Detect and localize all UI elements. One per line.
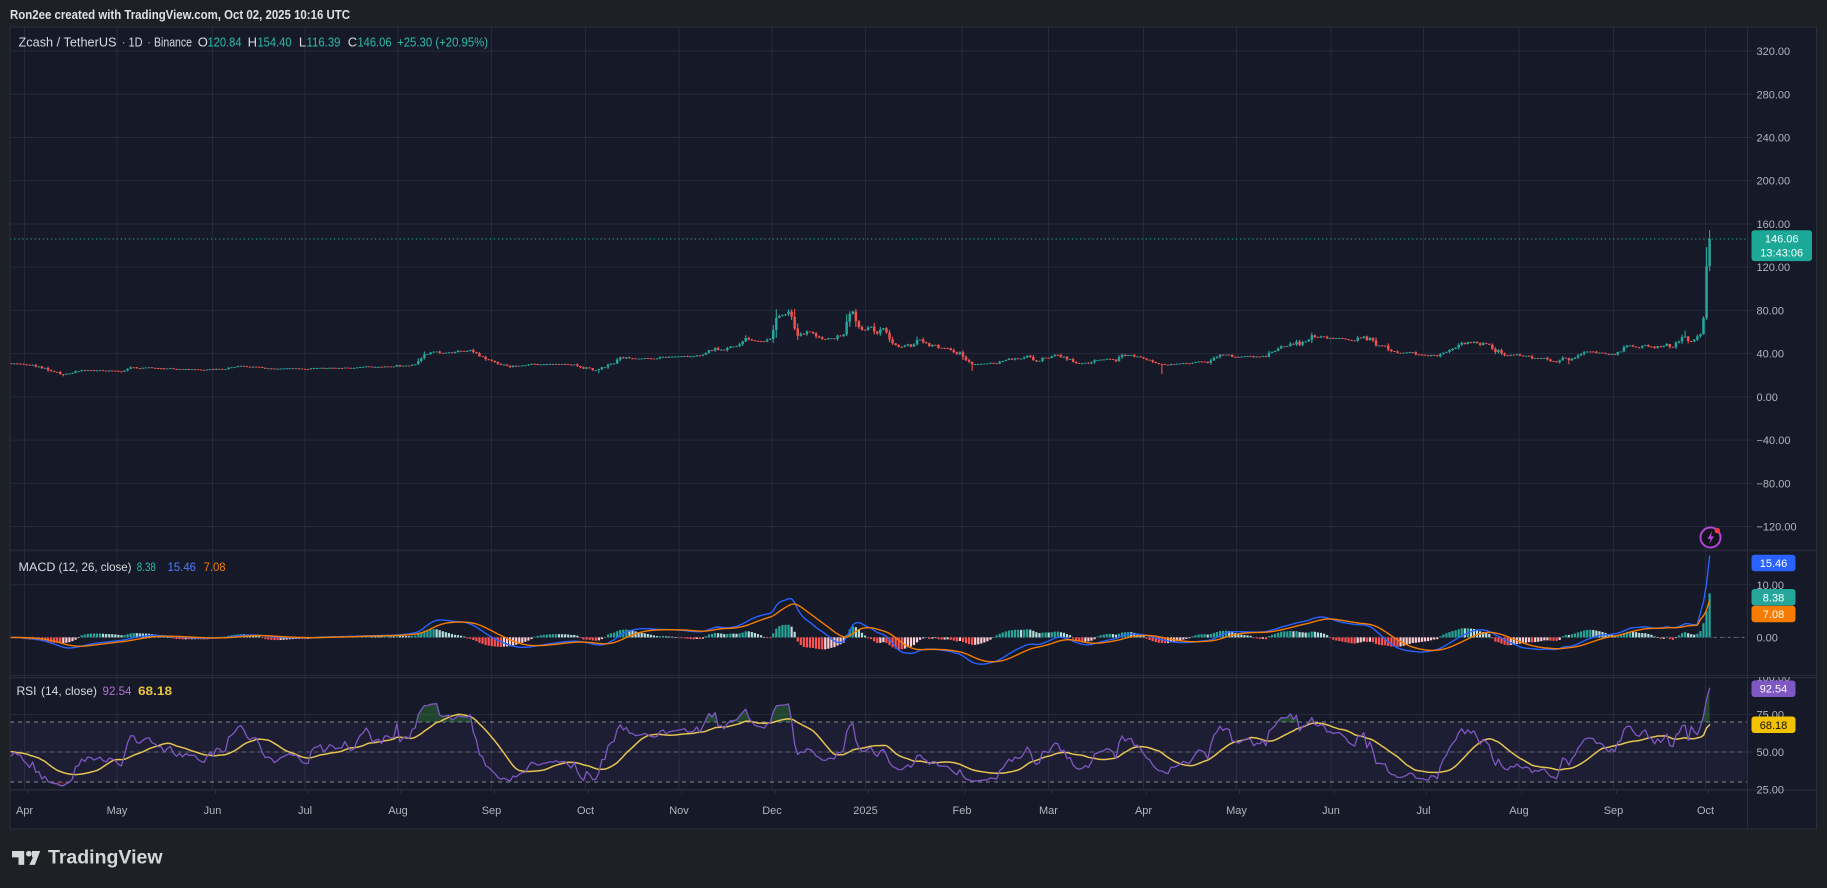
- svg-text:−80.00: −80.00: [1757, 478, 1791, 490]
- svg-text:146.06: 146.06: [358, 35, 392, 50]
- svg-text:·: ·: [122, 35, 126, 50]
- svg-text:92.54: 92.54: [1760, 684, 1788, 696]
- svg-text:1D: 1D: [129, 35, 143, 50]
- svg-text:May: May: [1226, 805, 1247, 817]
- svg-text:Apr: Apr: [16, 805, 33, 817]
- svg-text:68.18: 68.18: [138, 684, 172, 698]
- svg-text:2025: 2025: [853, 805, 877, 817]
- svg-text:92.54: 92.54: [103, 684, 132, 698]
- svg-text:8.38: 8.38: [1763, 592, 1784, 604]
- svg-text:50.00: 50.00: [1757, 747, 1785, 759]
- svg-text:Jun: Jun: [204, 805, 222, 817]
- svg-text:320.00: 320.00: [1757, 46, 1791, 58]
- svg-text:Ron2ee created with TradingVie: Ron2ee created with TradingView.com, Oct…: [10, 8, 350, 22]
- svg-text:−120.00: −120.00: [1757, 522, 1797, 534]
- svg-text:13:43:06: 13:43:06: [1760, 248, 1803, 260]
- svg-text:TradingView: TradingView: [48, 847, 163, 869]
- svg-text:+25.30 (+20.95%): +25.30 (+20.95%): [397, 35, 488, 50]
- svg-text:68.18: 68.18: [1760, 720, 1788, 732]
- svg-text:(14, close): (14, close): [41, 684, 97, 698]
- svg-text:MACD: MACD: [19, 560, 56, 574]
- svg-text:C: C: [348, 35, 357, 50]
- svg-text:Apr: Apr: [1135, 805, 1152, 817]
- svg-text:7.08: 7.08: [204, 560, 226, 574]
- svg-text:(12, 26, close): (12, 26, close): [59, 560, 132, 574]
- svg-text:40.00: 40.00: [1757, 349, 1785, 361]
- svg-text:200.00: 200.00: [1757, 176, 1791, 188]
- svg-text:May: May: [107, 805, 128, 817]
- svg-text:0.00: 0.00: [1757, 632, 1778, 644]
- svg-text:H: H: [248, 35, 257, 50]
- svg-text:Sep: Sep: [482, 805, 502, 817]
- svg-text:Aug: Aug: [388, 805, 408, 817]
- svg-text:116.39: 116.39: [307, 35, 341, 50]
- svg-text:Feb: Feb: [953, 805, 972, 817]
- svg-text:160.00: 160.00: [1757, 219, 1791, 231]
- svg-text:Dec: Dec: [762, 805, 782, 817]
- svg-text:L: L: [299, 35, 306, 50]
- svg-text:120.00: 120.00: [1757, 262, 1791, 274]
- svg-text:−40.00: −40.00: [1757, 435, 1791, 447]
- svg-text:0.00: 0.00: [1757, 392, 1778, 404]
- svg-text:240.00: 240.00: [1757, 132, 1791, 144]
- svg-text:15.46: 15.46: [168, 560, 197, 574]
- svg-text:Jul: Jul: [1416, 805, 1430, 817]
- svg-text:Nov: Nov: [669, 805, 689, 817]
- svg-text:Oct: Oct: [577, 805, 594, 817]
- svg-text:Binance: Binance: [154, 35, 192, 50]
- svg-text:154.40: 154.40: [258, 35, 292, 50]
- svg-text:25.00: 25.00: [1757, 785, 1785, 797]
- svg-text:Aug: Aug: [1509, 805, 1529, 817]
- svg-text:Jun: Jun: [1322, 805, 1340, 817]
- svg-text:120.84: 120.84: [208, 35, 242, 50]
- svg-text:15.46: 15.46: [1760, 558, 1788, 570]
- svg-text:146.06: 146.06: [1765, 234, 1799, 246]
- svg-text:80.00: 80.00: [1757, 305, 1785, 317]
- svg-text:·: ·: [147, 35, 151, 50]
- svg-text:280.00: 280.00: [1757, 89, 1791, 101]
- svg-text:RSI: RSI: [17, 684, 37, 698]
- svg-text:10.00: 10.00: [1757, 580, 1785, 592]
- svg-text:Oct: Oct: [1697, 805, 1714, 817]
- svg-text:Jul: Jul: [298, 805, 312, 817]
- svg-text:Sep: Sep: [1604, 805, 1624, 817]
- svg-text:O: O: [198, 35, 208, 50]
- svg-text:Mar: Mar: [1039, 805, 1058, 817]
- svg-text:7.08: 7.08: [1763, 609, 1784, 621]
- svg-text:Zcash / TetherUS: Zcash / TetherUS: [19, 35, 117, 50]
- svg-text:8.38: 8.38: [137, 560, 156, 574]
